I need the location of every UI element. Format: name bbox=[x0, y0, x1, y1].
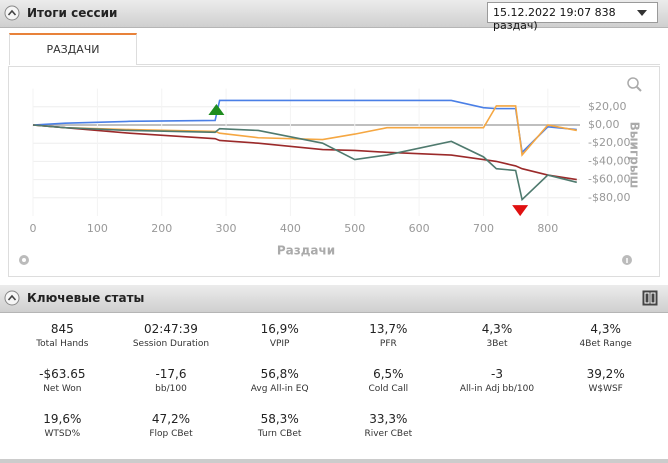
stat-label: River CBet bbox=[364, 429, 413, 439]
stat-label: WTSD% bbox=[44, 429, 81, 439]
session-select[interactable]: 15.12.2022 19:07 838 раздач) bbox=[487, 2, 658, 32]
stat: 19,6% WTSD% bbox=[8, 412, 117, 457]
stat: -$63.65 Net Won bbox=[8, 367, 117, 412]
session-header: Итоги сессии 15.12.2022 19:07 838 раздач… bbox=[0, 0, 668, 32]
stat: 39,2% W$WSF bbox=[551, 367, 660, 412]
stat-value: 845 bbox=[50, 322, 74, 336]
stat-value: 39,2% bbox=[586, 367, 625, 381]
stat: 4,3% 4Bet Range bbox=[551, 322, 660, 367]
stat-value: 47,2% bbox=[151, 412, 191, 426]
tab[interactable]: РАЗДАЧИ bbox=[9, 33, 137, 65]
y-tick-label: -$20,00 bbox=[588, 136, 630, 149]
zoom-icon[interactable] bbox=[627, 77, 642, 92]
stat-value: 02:47:39 bbox=[144, 322, 198, 336]
stat-value: 6,5% bbox=[373, 367, 404, 381]
x-axis-title: Раздачи bbox=[277, 244, 335, 258]
stat: 58,3% Turn CBet bbox=[225, 412, 334, 457]
stat-label: PFR bbox=[379, 339, 397, 349]
stat-label: 4Bet Range bbox=[579, 339, 632, 349]
stat: 4,3% 3Bet bbox=[443, 322, 552, 367]
stat-label: W$WSF bbox=[588, 384, 623, 394]
stat: 56,8% Avg All-in EQ bbox=[225, 367, 334, 412]
stat-label: Avg All-in EQ bbox=[250, 384, 309, 394]
y-tick-label: -$40,00 bbox=[588, 154, 630, 167]
stat: 47,2% Flop CBet bbox=[117, 412, 226, 457]
chart: Раздачи Выигрыш $20,00 $0,00 -$20,00 -$40,0… bbox=[8, 66, 660, 277]
stat: 13,7% PFR bbox=[334, 322, 443, 367]
stat: 845 Total Hands bbox=[8, 322, 117, 367]
series-line bbox=[32, 124, 577, 202]
chart-frame bbox=[8, 66, 660, 277]
x-tick-label: 300 bbox=[216, 222, 237, 235]
y-axis-title: Выигрыш bbox=[628, 122, 642, 189]
x-tick-label: 200 bbox=[151, 222, 172, 235]
x-tick-label: 500 bbox=[344, 222, 365, 235]
collapse-icon[interactable] bbox=[4, 5, 20, 21]
stat-value: 33,3% bbox=[369, 412, 408, 426]
x-tick-label: 600 bbox=[409, 222, 430, 235]
session-label: 15.12.2022 19:07 838 раздач) bbox=[493, 6, 616, 32]
stats-header: Ключевые статы bbox=[0, 285, 668, 313]
stat-label: All-in Adj bb/100 bbox=[459, 384, 535, 394]
settings-icon[interactable] bbox=[19, 255, 29, 265]
stat: 33,3% River CBet bbox=[334, 412, 443, 457]
collapse-icon[interactable] bbox=[4, 290, 20, 306]
stat-label: Total Hands bbox=[36, 339, 89, 349]
stat: 16,9% VPIP bbox=[225, 322, 334, 367]
stat-value: -17,6 bbox=[155, 367, 187, 381]
stat-value: -$63.65 bbox=[39, 367, 86, 381]
x-tick-label: 100 bbox=[87, 222, 108, 235]
tab-line bbox=[137, 64, 660, 65]
stat-value: 58,3% bbox=[260, 412, 299, 426]
stat-value: -3 bbox=[491, 367, 503, 381]
dropdown-arrow bbox=[637, 10, 647, 16]
stat-label: VPIP bbox=[269, 339, 290, 349]
stat: 02:47:39 Session Duration bbox=[117, 322, 226, 367]
stat-value: 4,3% bbox=[590, 322, 621, 336]
stat-label: Net Won bbox=[43, 384, 82, 394]
y-tick-label: $20,00 bbox=[588, 100, 627, 113]
stat-value: 16,9% bbox=[260, 322, 299, 336]
extreme-marker bbox=[512, 205, 529, 217]
stat-label: 3Bet bbox=[486, 339, 508, 349]
x-tick-label: 700 bbox=[473, 222, 494, 235]
stat-value: 13,7% bbox=[369, 322, 408, 336]
stat-label: Session Duration bbox=[132, 339, 210, 349]
y-tick-label: $0,00 bbox=[588, 118, 620, 131]
section-title: Итоги сессии bbox=[27, 6, 118, 20]
series-line bbox=[32, 124, 577, 181]
stat-label: Cold Call bbox=[368, 384, 409, 394]
stat-value: 4,3% bbox=[481, 322, 513, 336]
stat-value: 56,8% bbox=[260, 367, 299, 381]
y-tick-label: -$60,00 bbox=[588, 173, 630, 186]
info-icon[interactable] bbox=[622, 255, 632, 265]
stat-value: 19,6% bbox=[43, 412, 82, 426]
stat-label: bb/100 bbox=[155, 384, 187, 394]
x-tick-label: 0 bbox=[30, 222, 37, 235]
bottom-border bbox=[0, 459, 668, 463]
stat-label: Flop CBet bbox=[149, 429, 193, 439]
extreme-marker bbox=[208, 103, 225, 115]
stats-grid: 845 Total Hands 02:47:39 Session Duration 16… bbox=[8, 322, 660, 457]
x-tick-label: 800 bbox=[537, 222, 558, 235]
layout-icon[interactable] bbox=[642, 290, 658, 306]
stat: -3 All-in Adj bb/100 bbox=[443, 367, 552, 412]
x-tick-label: 400 bbox=[280, 222, 301, 235]
stat-label: Turn CBet bbox=[257, 429, 302, 439]
stat: 6,5% Cold Call bbox=[334, 367, 443, 412]
section-title: Ключевые статы bbox=[27, 291, 145, 305]
series-line bbox=[32, 105, 577, 157]
stat: -17,6 bb/100 bbox=[117, 367, 226, 412]
y-tick-label: -$80,00 bbox=[588, 191, 630, 204]
